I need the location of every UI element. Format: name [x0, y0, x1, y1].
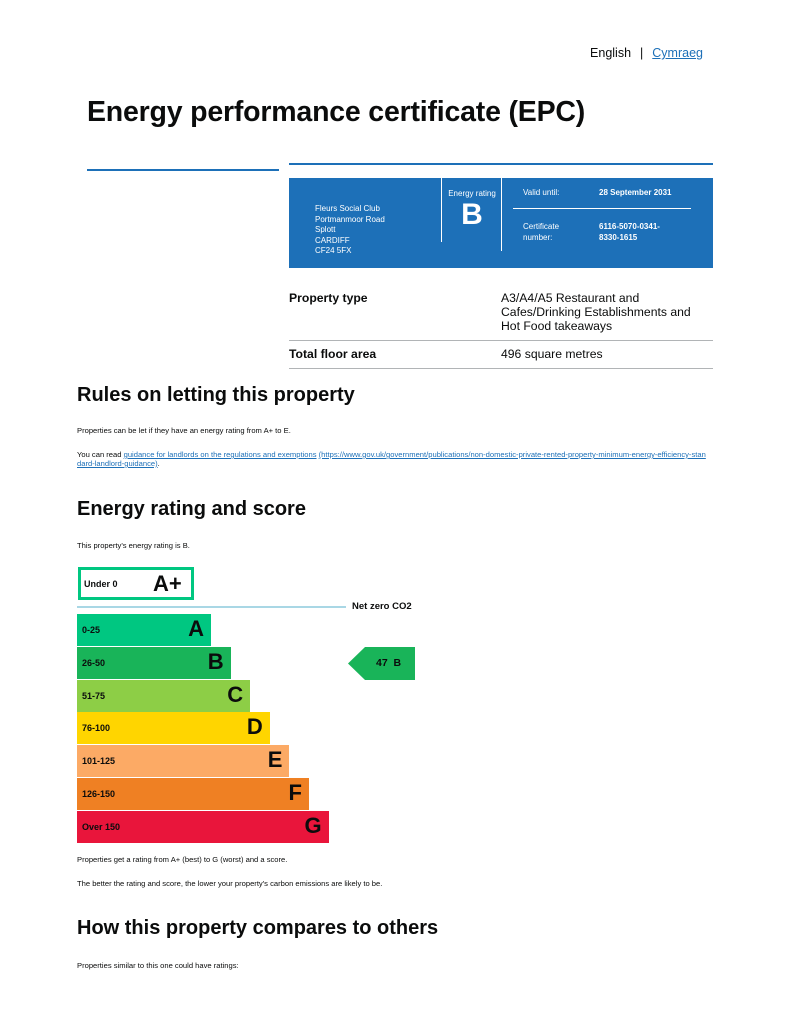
band-range: Under 0 [84, 579, 118, 589]
address-line: CF24 5FX [315, 246, 352, 255]
row-divider [289, 340, 713, 341]
band-letter: E [267, 747, 283, 773]
band-letter: F [288, 780, 302, 805]
certificate-label-line: Certificate [523, 222, 560, 231]
band-letter: A+ [153, 571, 182, 596]
band-range: 51-75 [82, 690, 106, 701]
energy-rating-label: Energy rating [448, 189, 496, 198]
lang-english: English [590, 46, 632, 60]
band-letter: A [188, 616, 204, 641]
address-line: Portmanmoor Road [315, 214, 385, 224]
band-range: 76-100 [82, 723, 111, 734]
band-c: 51-75 C [77, 679, 251, 712]
valid-until-label: Valid until: [523, 188, 560, 197]
band-aplus: Under 0 A+ [78, 567, 194, 600]
summary-divider [441, 178, 442, 242]
current-letter: B [393, 656, 402, 669]
band-f: 126-150 F [77, 778, 309, 810]
current-rating-label: 47 B [376, 657, 401, 669]
band-range: Over 150 [82, 821, 121, 832]
page-title: Energy performance certificate (EPC) [87, 96, 586, 128]
net-zero-label: Net zero CO2 [352, 601, 412, 612]
divider-right [289, 163, 713, 165]
band-a: 0-25 A [77, 614, 211, 646]
band-letter: B [207, 648, 224, 674]
valid-until-date: 28 September 2031 [599, 188, 672, 197]
guidance-link[interactable]: guidance for landlords on the regulation… [123, 450, 317, 459]
band-range: 0-25 [82, 625, 101, 635]
band-e: 101-125 E [77, 745, 290, 778]
band-letter: C [227, 681, 244, 707]
letting-guidance-para: You can read guidance for landlords on t… [77, 450, 707, 468]
band-range: 26-50 [82, 657, 106, 668]
property-address: Fleurs Social Club Portmanmoor Road Splo… [315, 204, 385, 257]
floor-area-value: 496 square metres [501, 347, 603, 361]
address-line: Fleurs Social Club [315, 204, 380, 213]
guidance-suffix: . [157, 459, 160, 468]
floor-area-label: Total floor area [289, 347, 377, 361]
compare-heading: How this property compares to others [77, 917, 439, 939]
net-zero-line [77, 606, 346, 608]
summary-divider [501, 178, 502, 251]
guidance-url-link[interactable]: (https://www.gov.uk/government/publicati… [77, 450, 706, 468]
divider-left [87, 169, 279, 171]
summary-hline [513, 208, 691, 209]
lang-separator: | [640, 46, 644, 60]
property-type-label: Property type [289, 291, 368, 305]
row-divider [289, 368, 713, 369]
band-g: Over 150 G [77, 810, 329, 843]
band-d: 76-100 D [77, 712, 270, 745]
band-b: 26-50 B [77, 646, 231, 679]
rating-footer-2: The better the rating and score, the low… [77, 879, 383, 888]
lang-welsh-link[interactable]: Cymraeg [652, 46, 703, 60]
band-letter: D [246, 714, 263, 740]
address-line: Splott [315, 225, 336, 234]
property-type-value: A3/A4/A5 Restaurant and Cafes/Drinking E… [501, 291, 691, 333]
current-rating-arrow [348, 647, 415, 681]
letting-heading: Rules on letting this property [77, 384, 355, 406]
energy-rating-letter: B [461, 198, 483, 231]
certificate-number-line: 6116-5070-0341- [599, 222, 660, 231]
certificate-label-line: number: [523, 232, 553, 242]
certificate-summary: Fleurs Social Club Portmanmoor Road Splo… [289, 178, 713, 268]
rating-intro: This property's energy rating is B. [77, 541, 190, 550]
current-rating-arrow-shape [348, 647, 415, 681]
band-range: 101-125 [82, 756, 116, 767]
compare-intro: Properties similar to this one could hav… [77, 961, 239, 970]
certificate-number-label: Certificate number: [523, 222, 559, 243]
certificate-number-line: 8330-1615 [599, 232, 638, 242]
current-score: 47 [376, 656, 388, 669]
language-switcher: English | Cymraeg [590, 46, 703, 60]
letting-para: Properties can be let if they have an en… [77, 426, 291, 435]
band-letter: G [304, 812, 322, 838]
address-line: CARDIFF [315, 235, 350, 245]
property-type-row: Property type A3/A4/A5 Restaurant and Ca… [289, 291, 713, 341]
band-range: 126-150 [82, 789, 116, 799]
rating-footer-1: Properties get a rating from A+ (best) t… [77, 855, 288, 864]
certificate-number: 6116-5070-0341- 8330-1615 [599, 222, 660, 243]
guidance-prefix: You can read [77, 450, 124, 459]
rating-heading: Energy rating and score [77, 498, 306, 520]
floor-area-row: Total floor area 496 square metres [289, 347, 713, 369]
